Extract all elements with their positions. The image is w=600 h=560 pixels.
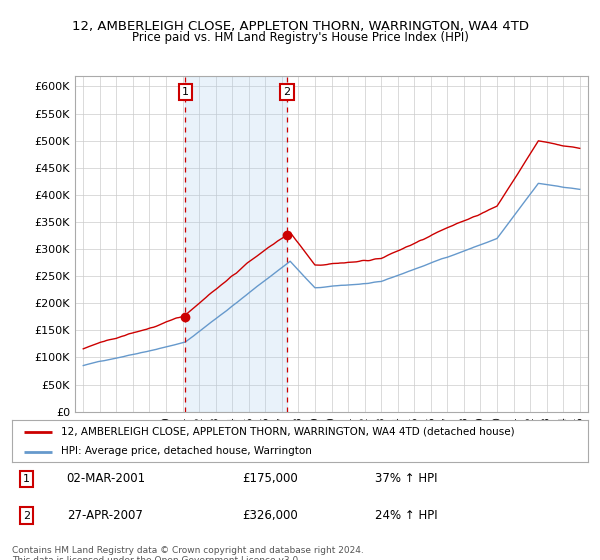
Text: 02-MAR-2001: 02-MAR-2001: [67, 473, 146, 486]
Text: HPI: Average price, detached house, Warrington: HPI: Average price, detached house, Warr…: [61, 446, 312, 456]
Text: 24% ↑ HPI: 24% ↑ HPI: [375, 509, 437, 522]
Text: 2: 2: [284, 87, 291, 97]
Text: Contains HM Land Registry data © Crown copyright and database right 2024.
This d: Contains HM Land Registry data © Crown c…: [12, 546, 364, 560]
Text: 2: 2: [23, 511, 30, 521]
Text: £175,000: £175,000: [242, 473, 298, 486]
Text: 27-APR-2007: 27-APR-2007: [67, 509, 143, 522]
Text: 12, AMBERLEIGH CLOSE, APPLETON THORN, WARRINGTON, WA4 4TD (detached house): 12, AMBERLEIGH CLOSE, APPLETON THORN, WA…: [61, 427, 515, 437]
Text: £326,000: £326,000: [242, 509, 298, 522]
Bar: [185, 76, 287, 412]
Text: 1: 1: [23, 474, 30, 484]
Text: 1: 1: [182, 87, 189, 97]
Text: 12, AMBERLEIGH CLOSE, APPLETON THORN, WARRINGTON, WA4 4TD: 12, AMBERLEIGH CLOSE, APPLETON THORN, WA…: [71, 20, 529, 32]
Text: Price paid vs. HM Land Registry's House Price Index (HPI): Price paid vs. HM Land Registry's House …: [131, 31, 469, 44]
Text: 37% ↑ HPI: 37% ↑ HPI: [375, 473, 437, 486]
